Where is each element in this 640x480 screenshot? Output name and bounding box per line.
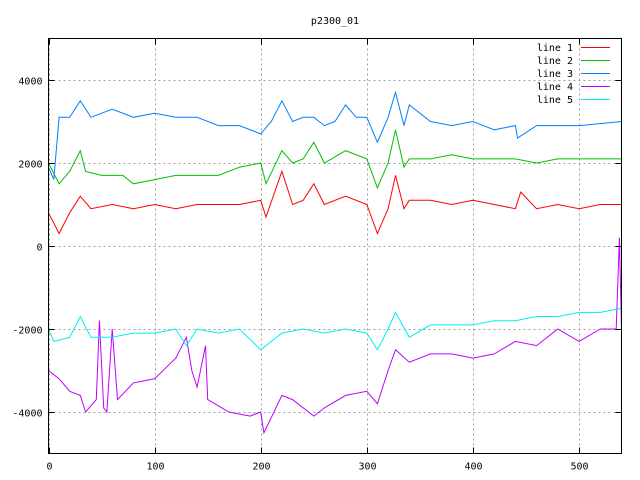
y-tick-label: 4000 xyxy=(18,77,42,88)
y-tick-label: -4000 xyxy=(12,409,42,420)
grid xyxy=(48,38,622,454)
legend-label: line 1 xyxy=(537,43,573,54)
series-line-4 xyxy=(48,237,622,435)
y-tick-label: 0 xyxy=(36,243,42,254)
y-tick-label: 2000 xyxy=(18,160,42,171)
legend-label: line 5 xyxy=(537,95,573,106)
chart-title: p2300_01 xyxy=(311,16,359,27)
legend-label: line 2 xyxy=(537,56,573,67)
y-tick-label: -2000 xyxy=(12,326,42,337)
series-line-2 xyxy=(48,129,622,190)
x-tick-label: 100 xyxy=(146,462,164,473)
legend-label: line 4 xyxy=(537,82,573,93)
series-line-3 xyxy=(48,90,622,180)
series-line-5 xyxy=(48,307,622,351)
series-line-1 xyxy=(48,169,622,235)
legend-label: line 3 xyxy=(537,69,573,80)
x-tick-label: 0 xyxy=(46,462,52,473)
x-tick-label: 300 xyxy=(358,462,376,473)
axes: 0 100 200 300 400 500 -4000 -2000 0 2000 4000 xyxy=(12,38,622,473)
x-tick-label: 400 xyxy=(464,462,482,473)
x-tick-label: 500 xyxy=(570,462,588,473)
x-tick-label: 200 xyxy=(252,462,270,473)
series-lines xyxy=(48,90,622,435)
legend: line 1 line 2 line 3 line 4 line 5 xyxy=(537,43,610,106)
